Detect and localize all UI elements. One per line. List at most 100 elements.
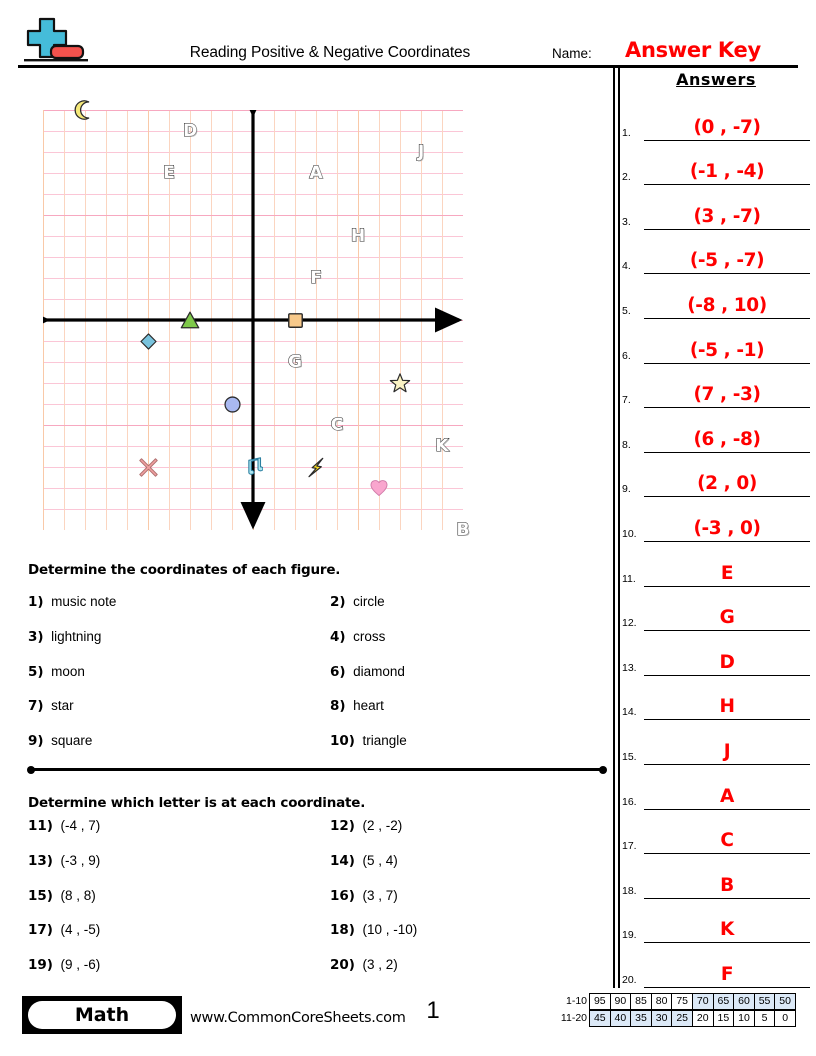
answer-value[interactable]: D (719, 651, 735, 673)
section1-title: Determine the coordinates of each figure… (28, 562, 341, 578)
divider-dot-left (27, 765, 35, 774)
grid-letter-j: J (417, 141, 425, 162)
answer-number: 1. (622, 126, 631, 139)
question-text: (4 , -5) (52, 922, 101, 938)
question-number: 7) (28, 698, 44, 715)
circle-icon (219, 391, 245, 417)
section-divider (30, 768, 606, 771)
answer-value[interactable]: (7 , -3) (693, 384, 761, 406)
answer-row: 4. (-5 , -7) (622, 230, 812, 275)
question-number: 1) (28, 594, 44, 610)
answer-row: 12. G (622, 587, 812, 632)
answer-row: 10. (-3 , 0) (622, 497, 812, 542)
answer-value[interactable]: B (720, 874, 734, 896)
scale-cell: 70 (691, 993, 714, 1010)
answer-blank-line[interactable] (644, 763, 810, 765)
scale-cell: 45 (589, 1010, 611, 1027)
answer-value[interactable]: H (719, 696, 735, 718)
question-text: music note (43, 594, 117, 609)
answer-blank-line[interactable] (644, 897, 810, 899)
grid-letter-a: A (309, 162, 323, 183)
page-number: 1 (426, 997, 440, 1024)
answer-value[interactable]: E (720, 562, 734, 584)
question-text: (-3 , 9) (52, 852, 101, 868)
question-number: 13) (28, 852, 53, 869)
grid-letter-k: K (435, 435, 449, 456)
answer-row: 1. (0 , -7) (622, 96, 812, 141)
answer-number: 2. (622, 171, 631, 184)
answer-blank-line[interactable] (644, 273, 810, 275)
name-field-value[interactable]: Answer Key (625, 38, 761, 62)
answer-row: 14. H (622, 676, 812, 721)
math-badge-label: Math (28, 1001, 176, 1029)
answer-value[interactable]: (0 , -7) (693, 116, 761, 138)
question-text: lightning (43, 628, 102, 644)
answer-number: 10. (622, 527, 637, 540)
scale-cell: 10 (733, 1010, 755, 1027)
moon-icon (72, 97, 98, 123)
section2-question-item: 18) (10 , -10) (330, 922, 417, 938)
answer-blank-line[interactable] (644, 451, 810, 453)
section2-question-item: 13) (-3 , 9) (28, 853, 100, 869)
scale-row-11-20: 11-20 45 40 35 30 25 20 15 10 5 0 (556, 1010, 796, 1027)
answer-number: 3. (622, 215, 631, 228)
answer-value[interactable]: (-3 , 0) (693, 517, 761, 539)
answer-row: 15. J (622, 720, 812, 765)
answer-value[interactable]: (-5 , -7) (689, 250, 765, 272)
section1-question-item: 1) music note (28, 594, 116, 610)
question-text: (-4 , 7) (52, 818, 101, 833)
answer-value[interactable]: (-5 , -1) (689, 339, 765, 361)
answer-value[interactable]: (-1 , -4) (689, 161, 765, 183)
answer-value[interactable]: C (720, 830, 734, 852)
answer-blank-line[interactable] (644, 719, 810, 721)
answer-value[interactable]: (6 , -8) (693, 428, 761, 450)
section1-question-item: 4) cross (330, 629, 385, 645)
scale-cell: 65 (712, 993, 735, 1010)
grid-letter-c: C (330, 414, 344, 435)
grid-letter-h: H (350, 225, 366, 246)
scale-row-label: 11-20 (560, 1012, 587, 1024)
answer-blank-line[interactable] (644, 540, 810, 542)
question-number: 10) (330, 733, 355, 750)
answer-blank-line[interactable] (644, 139, 810, 141)
answer-value[interactable]: (-8 , 10) (687, 294, 767, 316)
answer-blank-line[interactable] (644, 228, 810, 230)
answer-value[interactable]: J (723, 740, 731, 762)
question-text: star (43, 698, 74, 714)
answer-blank-line[interactable] (644, 585, 810, 587)
answer-blank-line[interactable] (644, 853, 810, 855)
answer-number: 8. (622, 438, 631, 451)
commoncoresheets-logo-icon (18, 16, 88, 64)
answer-value[interactable]: A (720, 785, 734, 807)
answer-blank-line[interactable] (644, 986, 810, 988)
answer-blank-line[interactable] (644, 942, 810, 944)
question-number: 6) (330, 663, 346, 680)
cross-icon (135, 454, 161, 480)
question-number: 18) (330, 922, 355, 939)
answer-blank-line[interactable] (644, 184, 810, 186)
answer-blank-line[interactable] (644, 407, 810, 409)
answer-value[interactable]: F (720, 963, 734, 985)
answer-value[interactable]: K (720, 919, 734, 941)
scale-cell: 80 (650, 993, 673, 1010)
answer-blank-line[interactable] (644, 362, 810, 364)
answer-blank-line[interactable] (644, 674, 810, 676)
question-number: 3) (28, 628, 44, 645)
music-note-icon (240, 454, 266, 480)
answer-value[interactable]: (2 , 0) (697, 473, 757, 495)
answer-blank-line[interactable] (644, 808, 810, 810)
answer-row: 13. D (622, 631, 812, 676)
answer-blank-line[interactable] (644, 317, 810, 319)
answer-number: 17. (622, 840, 637, 853)
answer-value[interactable]: G (719, 607, 735, 629)
section1-question-item: 3) lightning (28, 629, 101, 645)
answer-value[interactable]: (3 , -7) (693, 205, 761, 227)
section1-question-item: 8) heart (330, 698, 384, 714)
question-number: 17) (28, 922, 53, 939)
answer-blank-line[interactable] (644, 496, 810, 498)
question-text: square (43, 733, 93, 749)
answer-number: 12. (622, 617, 637, 630)
answer-blank-line[interactable] (644, 630, 810, 632)
section1-question-item: 5) moon (28, 664, 85, 680)
